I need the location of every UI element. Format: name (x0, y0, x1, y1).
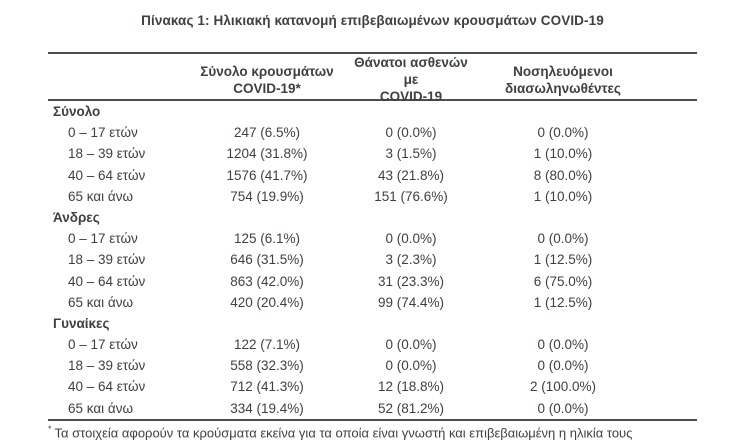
covid-age-distribution-table: Σύνολο κρουσμάτων COVID-19* Θάνατοι ασθε… (48, 52, 697, 440)
age-group-label: 0 – 17 ετών (68, 337, 138, 353)
table-body: Σύνολο 0 – 17 ετών 247 (6.5%) 0 (0.0%) 0 (0.… (48, 101, 697, 421)
section-label: Άνδρες (53, 209, 100, 225)
total-cases-cell: 247 (6.5%) (233, 125, 301, 141)
intubated-cell: 2 (100.0%) (529, 379, 597, 395)
intubated-cell: 0 (0.0%) (537, 358, 589, 374)
section-label: Γυναίκες (53, 315, 110, 331)
intubated-cell: 1 (10.0%) (533, 188, 593, 204)
table-row: 18 – 39 ετών 646 (31.5%) 3 (2.3%) 1 (12.5%) (48, 249, 697, 270)
footnote: * Τα στοιχεία αφορούν τα κρούσματα εκείνα… (48, 424, 697, 440)
deaths-cell: 0 (0.0%) (385, 125, 437, 141)
intubated-cell: 1 (10.0%) (533, 146, 593, 162)
total-cases-cell: 754 (19.9%) (230, 188, 304, 204)
column-header-deaths: Θάνατοι ασθενών με COVID-19 (346, 54, 476, 105)
column-header-line: Νοσηλευόμενοι (513, 63, 613, 79)
deaths-cell: 99 (74.4%) (377, 294, 445, 310)
table-row: 0 – 17 ετών 247 (6.5%) 0 (0.0%) 0 (0.0%) (48, 122, 697, 143)
intubated-cell: 0 (0.0%) (537, 400, 589, 416)
total-cases-cell: 125 (6.1%) (233, 231, 301, 247)
deaths-cell: 0 (0.0%) (385, 358, 437, 374)
deaths-cell: 151 (76.6%) (374, 188, 448, 204)
section-label: Σύνολο (53, 104, 101, 119)
deaths-cell: 3 (1.5%) (385, 146, 437, 162)
column-header-intubated: Νοσηλευόμενοι διασωληνωθέντες (476, 63, 650, 97)
age-group-label: 65 και άνω (68, 294, 134, 310)
intubated-cell: 0 (0.0%) (537, 337, 589, 353)
intubated-cell: 6 (75.0%) (533, 273, 593, 289)
deaths-cell: 43 (21.8%) (377, 167, 445, 183)
age-group-label: 40 – 64 ετών (68, 167, 146, 183)
column-header-total-cases: Σύνολο κρουσμάτων COVID-19* (188, 63, 346, 97)
table-row: 40 – 64 ετών 712 (41.3%) 12 (18.8%) 2 (100.… (48, 376, 697, 397)
section-row: Άνδρες (48, 207, 697, 228)
age-group-label: 65 και άνω (68, 188, 134, 204)
intubated-cell: 1 (12.5%) (533, 294, 593, 310)
age-group-label: 18 – 39 ετών (68, 146, 146, 162)
table-title: Πίνακας 1: Ηλικιακή κατανομή επιβεβαιωμέ… (141, 13, 604, 28)
column-header-line: COVID-19 (379, 89, 443, 104)
intubated-cell: 8 (80.0%) (533, 167, 593, 183)
column-header-line: διασωληνωθέντες (505, 80, 621, 96)
table-row: 18 – 39 ετών 1204 (31.8%) 3 (1.5%) 1 (10.0%… (48, 143, 697, 164)
deaths-cell: 52 (81.2%) (377, 400, 445, 416)
total-cases-cell: 646 (31.5%) (230, 252, 304, 268)
footnote-text: Τα στοιχεία αφορούν τα κρούσματα εκείνα … (54, 425, 633, 441)
column-header-line: COVID-19* (233, 80, 301, 96)
age-group-label: 40 – 64 ετών (68, 273, 146, 289)
column-header-line: Σύνολο κρουσμάτων (200, 63, 334, 79)
total-cases-cell: 558 (32.3%) (230, 358, 304, 374)
table-header-row: Σύνολο κρουσμάτων COVID-19* Θάνατοι ασθε… (48, 52, 697, 104)
table-row: 18 – 39 ετών 558 (32.3%) 0 (0.0%) 0 (0.0%) (48, 355, 697, 376)
intubated-cell: 0 (0.0%) (537, 231, 589, 247)
table-row: 0 – 17 ετών 122 (7.1%) 0 (0.0%) 0 (0.0%) (48, 334, 697, 355)
total-cases-cell: 1576 (41.7%) (226, 167, 308, 183)
intubated-cell: 1 (12.5%) (533, 252, 593, 268)
age-group-label: 18 – 39 ετών (68, 252, 146, 268)
footnote-asterisk: * (48, 423, 52, 434)
deaths-cell: 0 (0.0%) (385, 231, 437, 247)
deaths-cell: 0 (0.0%) (385, 337, 437, 353)
age-group-label: 0 – 17 ετών (68, 125, 138, 141)
intubated-cell: 0 (0.0%) (537, 125, 589, 141)
age-group-label: 0 – 17 ετών (68, 231, 138, 247)
age-group-label: 65 και άνω (68, 400, 134, 416)
total-cases-cell: 1204 (31.8%) (226, 146, 308, 162)
table-row: 40 – 64 ετών 1576 (41.7%) 43 (21.8%) 8 (80.… (48, 165, 697, 186)
total-cases-cell: 122 (7.1%) (233, 337, 301, 353)
deaths-cell: 3 (2.3%) (385, 252, 437, 268)
age-group-label: 18 – 39 ετών (68, 358, 146, 374)
column-header-line: Θάνατοι ασθενών με (354, 55, 468, 87)
total-cases-cell: 420 (20.4%) (230, 294, 304, 310)
deaths-cell: 31 (23.3%) (377, 273, 445, 289)
total-cases-cell: 712 (41.3%) (230, 379, 304, 395)
deaths-cell: 12 (18.8%) (377, 379, 445, 395)
table-row: 0 – 17 ετών 125 (6.1%) 0 (0.0%) 0 (0.0%) (48, 228, 697, 249)
table-row: 40 – 64 ετών 863 (42.0%) 31 (23.3%) 6 (75.0… (48, 271, 697, 292)
total-cases-cell: 863 (42.0%) (230, 273, 304, 289)
age-group-label: 40 – 64 ετών (68, 379, 146, 395)
section-row: Γυναίκες (48, 313, 697, 334)
table-row: 65 και άνω 754 (19.9%) 151 (76.6%) 1 (10.0%… (48, 186, 697, 207)
total-cases-cell: 334 (19.4%) (230, 400, 304, 416)
table-row: 65 και άνω 420 (20.4%) 99 (74.4%) 1 (12.5%) (48, 292, 697, 313)
section-row: Σύνολο (48, 101, 697, 122)
table-row: 65 και άνω 334 (19.4%) 52 (81.2%) 0 (0.0%) (48, 398, 697, 419)
